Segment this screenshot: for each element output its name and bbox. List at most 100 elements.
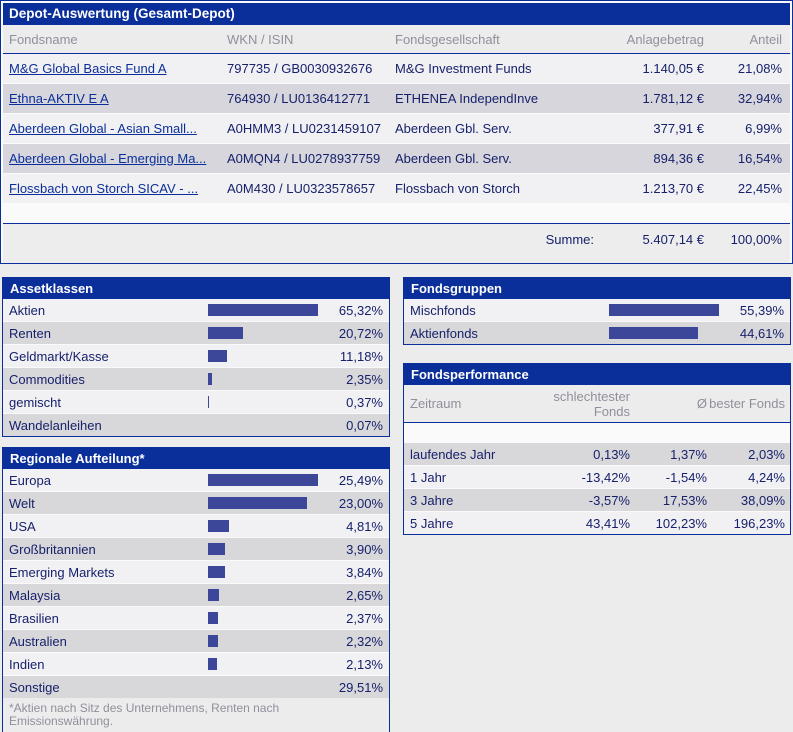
- bar-area: [208, 304, 320, 316]
- assetklassen-panel: Assetklassen Aktien 65,32% Renten 20,72% Gel…: [2, 277, 390, 437]
- assetklassen-rows: Aktien 65,32% Renten 20,72% Geldmarkt/Kasse 1…: [3, 299, 389, 436]
- fund-name-cell: Aberdeen Global - Emerging Ma...: [3, 151, 227, 166]
- perf-zeitraum: 3 Jahre: [410, 492, 454, 508]
- bar-row: Geldmarkt/Kasse 11,18%: [3, 345, 389, 368]
- performance-rows: laufendes Jahr 0,13% 1,37% 2,03% 1 Jahr -13,4…: [404, 443, 790, 534]
- bar-fill: [208, 373, 212, 385]
- fund-share: 21,08%: [737, 61, 782, 76]
- bar-label: Welt: [9, 495, 35, 511]
- bar-row: gemischt 0,37%: [3, 391, 389, 414]
- bar-fill: [609, 327, 698, 339]
- perf-avg-value: 1,37%: [670, 446, 707, 462]
- bar-area: [208, 658, 320, 670]
- bar-area: [208, 396, 320, 408]
- table-row: Aberdeen Global - Emerging Ma... A0MQN4 /…: [3, 144, 790, 174]
- bar-area: [609, 327, 721, 339]
- bar-area: [208, 520, 320, 532]
- fund-amount: 1.213,70 €: [642, 181, 704, 196]
- column-header-fondsgesellschaft: Fondsgesellschaft: [395, 31, 500, 47]
- bar-label: Großbritannien: [9, 541, 96, 557]
- fund-company: M&G Investment Funds: [395, 61, 532, 76]
- perf-best-value: 2,03%: [748, 446, 785, 462]
- bar-label: Brasilien: [9, 610, 59, 626]
- bar-fill: [208, 635, 218, 647]
- fund-link[interactable]: Aberdeen Global - Asian Small...: [9, 121, 197, 136]
- fund-company: Aberdeen Gbl. Serv.: [395, 121, 512, 136]
- panel-columns: Assetklassen Aktien 65,32% Renten 20,72% Gel…: [2, 277, 791, 732]
- bar-label: Wandelanleihen: [9, 417, 102, 433]
- table-spacer: [3, 204, 790, 223]
- fund-name-cell: Flossbach von Storch SICAV - ...: [3, 181, 227, 196]
- fund-name-cell: M&G Global Basics Fund A: [3, 61, 227, 76]
- perf-worst-value: -3,57%: [588, 492, 630, 508]
- bar-value: 23,00%: [338, 495, 383, 511]
- bar-row: Brasilien 2,37%: [3, 607, 389, 630]
- fund-share: 16,54%: [737, 151, 782, 166]
- bar-label: Aktien: [9, 302, 46, 318]
- regionale-rows: Europa 25,49% Welt 23,00% USA 4,81% Großbritan…: [3, 469, 389, 698]
- bar-row: USA 4,81%: [3, 515, 389, 538]
- bar-row: Großbritannien 3,90%: [3, 538, 389, 561]
- bar-area: [208, 373, 320, 385]
- table-row: M&G Global Basics Fund A 797735 / GB00309…: [3, 54, 790, 84]
- bar-row: Mischfonds 55,39%: [404, 299, 790, 322]
- bar-fill: [609, 304, 719, 316]
- fund-company: ETHENEA IndependInve: [395, 91, 539, 106]
- bar-label: Geldmarkt/Kasse: [9, 348, 109, 364]
- bar-area: [208, 566, 320, 578]
- bar-label: Indien: [9, 656, 45, 672]
- perf-zeitraum: 5 Jahre: [410, 515, 454, 531]
- sum-divider-line: [3, 223, 790, 224]
- table-row: Aberdeen Global - Asian Small... A0HMM3 /…: [3, 114, 790, 144]
- fund-amount: 377,91 €: [653, 121, 704, 136]
- fund-name-cell: Aberdeen Global - Asian Small...: [3, 121, 227, 136]
- fondsgruppen-title: Fondsgruppen: [404, 278, 790, 299]
- bar-row: Aktien 65,32%: [3, 299, 389, 322]
- bar-label: Emerging Markets: [9, 564, 115, 580]
- bar-row: Commodities 2,35%: [3, 368, 389, 391]
- perf-avg-value: 102,23%: [655, 515, 707, 531]
- bar-row: Wandelanleihen 0,07%: [3, 414, 389, 436]
- sum-amount: 5.407,14 €: [642, 232, 704, 247]
- fund-link[interactable]: Ethna-AKTIV E A: [9, 91, 109, 106]
- bar-value: 29,51%: [338, 679, 383, 695]
- column-header-wkn-isin: WKN / ISIN: [227, 31, 294, 47]
- bar-row: Sonstige 29,51%: [3, 676, 389, 698]
- column-header-fondsname: Fondsname: [9, 31, 78, 47]
- fund-wkn-isin: 764930 / LU0136412771: [227, 91, 371, 106]
- bar-area: [208, 543, 320, 555]
- performance-header: Zeitraum schlechtester Fonds Ø bester Fo…: [404, 385, 790, 423]
- bar-row: Malaysia 2,65%: [3, 584, 389, 607]
- bar-value: 0,07%: [346, 417, 383, 433]
- bar-value: 4,81%: [346, 518, 383, 534]
- bar-fill: [208, 589, 219, 601]
- fund-wkn-isin: A0HMM3 / LU0231459107: [227, 121, 381, 136]
- sum-label: Summe:: [545, 232, 594, 247]
- perf-row: laufendes Jahr 0,13% 1,37% 2,03%: [404, 443, 790, 466]
- bar-fill: [208, 350, 227, 362]
- bar-label: Mischfonds: [410, 302, 476, 318]
- fondsgruppen-rows: Mischfonds 55,39% Aktienfonds 44,61%: [404, 299, 790, 344]
- regionale-title: Regionale Aufteilung*: [3, 448, 389, 469]
- bar-value: 11,18%: [339, 348, 383, 364]
- performance-spacer: [404, 423, 790, 443]
- bar-value: 3,84%: [346, 564, 383, 580]
- fund-wkn-isin: A0M430 / LU0323578657: [227, 181, 376, 196]
- table-row: Ethna-AKTIV E A 764930 / LU0136412771 ETHE…: [3, 84, 790, 114]
- bar-row: Australien 2,32%: [3, 630, 389, 653]
- bar-fill: [208, 497, 307, 509]
- bar-area: [208, 635, 320, 647]
- fund-link[interactable]: M&G Global Basics Fund A: [9, 61, 167, 76]
- bar-label: Malaysia: [9, 587, 61, 603]
- bar-area: [208, 350, 320, 362]
- fondsperformance-title: Fondsperformance: [404, 364, 790, 385]
- fund-share: 32,94%: [737, 91, 782, 106]
- fund-amount: 1.140,05 €: [642, 61, 704, 76]
- right-column: Fondsgruppen Mischfonds 55,39% Aktienfonds…: [403, 277, 791, 535]
- fund-link[interactable]: Aberdeen Global - Emerging Ma...: [9, 151, 207, 166]
- column-header-anteil: Anteil: [749, 31, 782, 47]
- bar-value: 2,13%: [346, 656, 383, 672]
- perf-avg-value: 17,53%: [662, 492, 707, 508]
- bar-value: 44,61%: [739, 325, 784, 341]
- fund-link[interactable]: Flossbach von Storch SICAV - ...: [9, 181, 199, 196]
